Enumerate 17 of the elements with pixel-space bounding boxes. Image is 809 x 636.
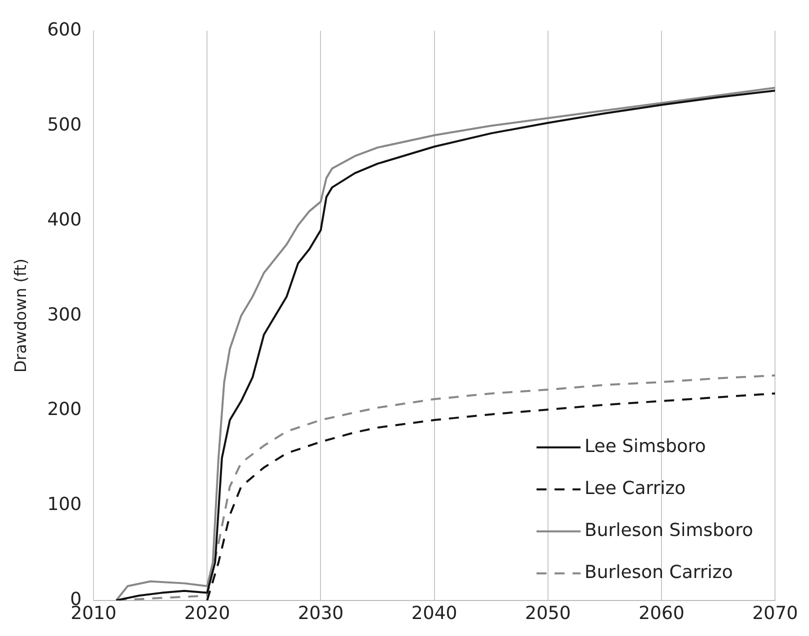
x-tick-label: 2050 (525, 602, 571, 624)
x-tick-label: 2030 (298, 602, 344, 624)
y-tick-label: 300 (47, 304, 82, 326)
y-tick-label: 200 (47, 399, 82, 420)
y-tick-label: 400 (47, 209, 82, 230)
legend-label: Lee Simsboro (584, 436, 706, 458)
y-tick-label: 500 (47, 114, 82, 136)
x-tick-label: 2060 (638, 602, 684, 624)
legend-label: Lee Carrizo (584, 478, 686, 500)
y-tick-label: 100 (47, 494, 82, 516)
x-tick-label: 2070 (752, 602, 798, 624)
legend-label: Burleson Simsboro (584, 520, 754, 542)
legend-label: Burleson Carrizo (584, 562, 733, 584)
x-tick-label: 2040 (411, 602, 458, 624)
x-tick-label: 2020 (184, 602, 230, 624)
y-axis-title: Drawdown (ft) (10, 258, 30, 373)
y-tick-label: 600 (47, 19, 82, 40)
